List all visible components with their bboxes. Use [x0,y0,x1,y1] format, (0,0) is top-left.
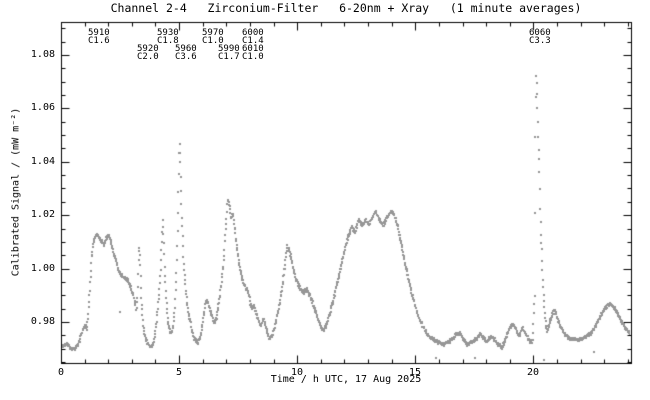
flare-label: 6010 C1.0 [242,44,264,62]
y-axis-label: Calibrated Signal / (mW m⁻²) [10,107,22,277]
x-axis-label: Time / h UTC, 17 Aug 2025 [270,374,422,385]
flare-label: 5970 C1.0 [202,28,224,46]
y-tick-label: 1.06 [30,102,55,113]
x-tick-label: 0 [57,367,65,378]
flare-label: 6000 C1.4 [242,28,264,46]
flare-label: 5990 C1.7 [218,44,240,62]
y-tick-label: 1.00 [30,263,55,274]
y-tick-label: 1.04 [30,156,55,167]
flare-label: 5910 C1.6 [88,28,110,46]
x-tick-label: 10 [290,367,304,378]
x-tick-label: 20 [526,367,540,378]
y-tick-label: 0.98 [30,316,55,327]
chart-title: Channel 2-4 Zirconium-Filter 6-20nm + Xr… [110,1,582,15]
flare-label: 6060 C3.3 [529,28,551,46]
x-tick-label: 5 [175,367,183,378]
flare-label: 5930 C1.8 [157,28,179,46]
flare-label: 5960 C3.6 [175,44,197,62]
flare-label: 5920 C2.0 [137,44,159,62]
y-tick-label: 1.02 [30,209,55,220]
y-tick-label: 1.08 [30,49,55,60]
x-tick-label: 15 [408,367,422,378]
